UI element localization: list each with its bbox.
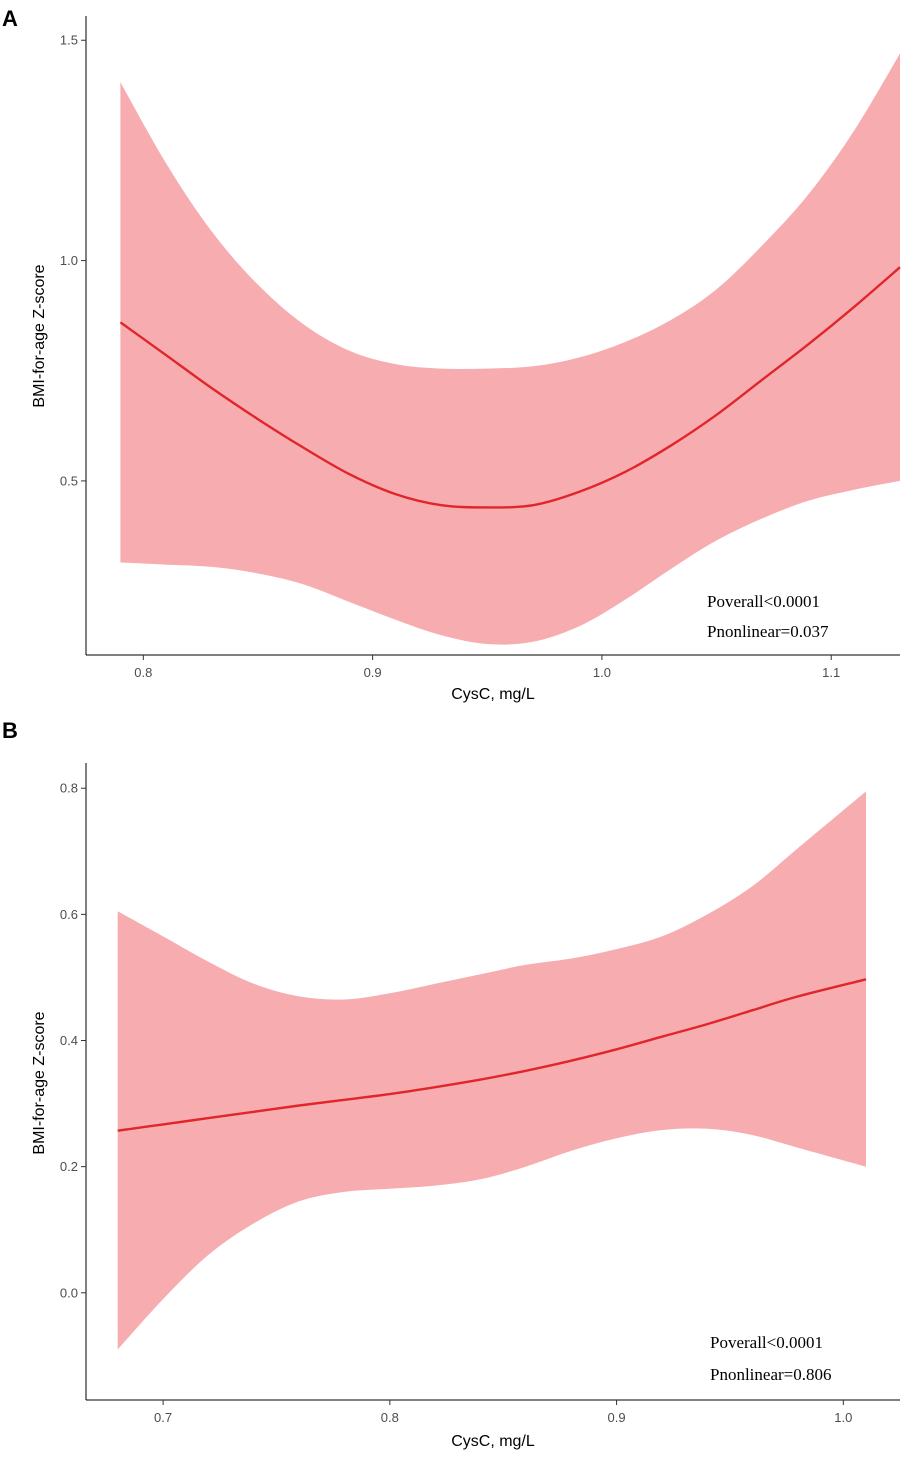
x-axis-title-b: CysC, mg/L: [451, 1433, 535, 1450]
y-tick-label-a: 0.5: [60, 473, 78, 488]
y-tick-label-b: 0.8: [60, 781, 78, 796]
x-axis-title-a: CysC, mg/L: [451, 686, 535, 703]
y-tick-label-b: 0.2: [60, 1159, 78, 1174]
annotation-overall-b: Poverall<0.0001: [710, 1333, 823, 1352]
panel-label-a: A: [2, 6, 18, 31]
y-tick-label-a: 1.5: [60, 33, 78, 48]
annotation-overall-a: Poverall<0.0001: [707, 592, 820, 611]
y-axis-title-b: BMI-for-age Z-score: [31, 1011, 48, 1154]
y-tick-label-b: 0.4: [60, 1033, 78, 1048]
annotation-nonlinear-a: Pnonlinear=0.037: [707, 622, 829, 641]
y-tick-label-b: 0.6: [60, 907, 78, 922]
y-ticks-b: 0.0 0.2 0.4 0.6 0.8: [60, 781, 86, 1300]
x-ticks-a: 0.8 0.9 1.0 1.1: [134, 655, 840, 680]
y-ticks-a: 0.5 1.0 1.5: [60, 33, 86, 488]
annotation-nonlinear-b: Pnonlinear=0.806: [710, 1365, 832, 1384]
x-tick-label-b: 1.0: [834, 1410, 852, 1425]
x-tick-label-a: 1.0: [593, 665, 611, 680]
x-tick-label-b: 0.9: [608, 1410, 626, 1425]
panel-b: B 0.0 0.2 0.4 0.6 0.8 0.7 0.8 0.9 1.0 CysC, mg/…: [2, 718, 900, 1450]
x-tick-label-a: 0.8: [134, 665, 152, 680]
panel-label-b: B: [2, 718, 18, 743]
confidence-band-b: [117, 791, 866, 1350]
x-tick-label-b: 0.8: [381, 1410, 399, 1425]
confidence-band-a: [120, 53, 900, 645]
x-ticks-b: 0.7 0.8 0.9 1.0: [154, 1400, 852, 1425]
x-tick-label-b: 0.7: [154, 1410, 172, 1425]
y-axis-title-a: BMI-for-age Z-score: [31, 264, 48, 407]
x-tick-label-a: 0.9: [364, 665, 382, 680]
y-tick-label-b: 0.0: [60, 1285, 78, 1300]
x-tick-label-a: 1.1: [822, 665, 840, 680]
panel-a: A 0.5 1.0 1.5 0.8 0.9 1.0 1.1 CysC, mg/L BMI-…: [2, 6, 901, 703]
y-tick-label-a: 1.0: [60, 253, 78, 268]
estimate-line-a: [119, 266, 901, 509]
estimate-line-b: [117, 978, 867, 1132]
